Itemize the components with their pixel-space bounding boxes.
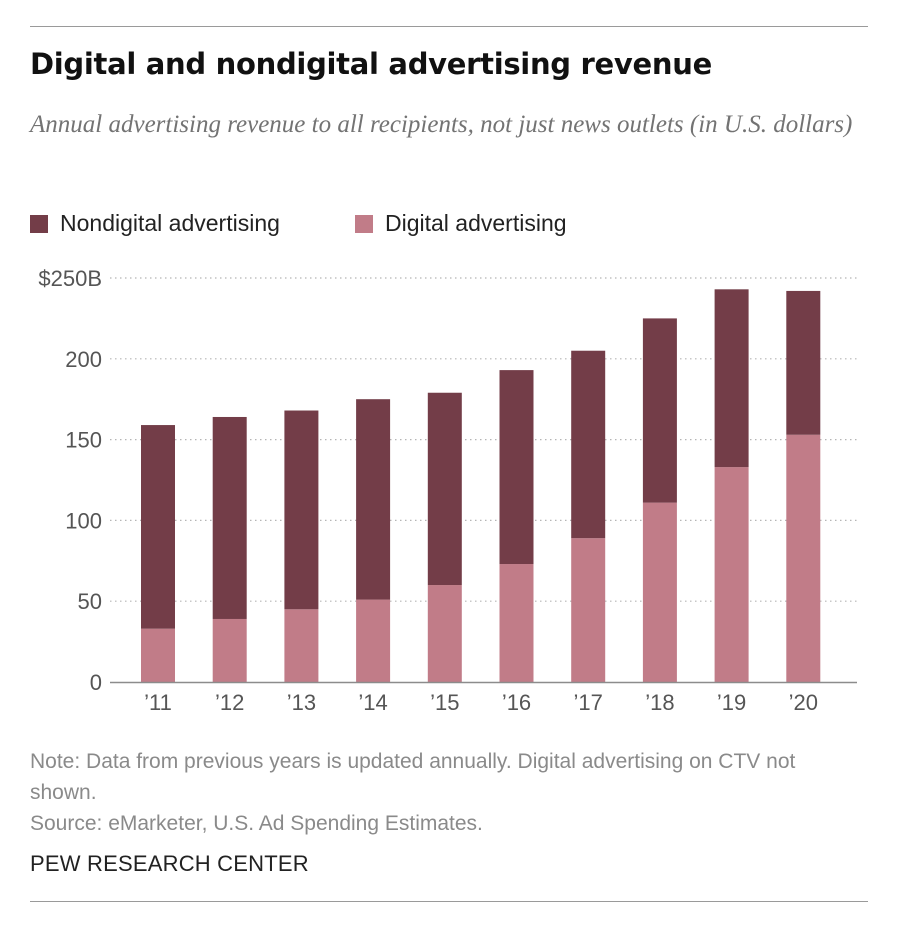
bar-nondigital [714, 289, 749, 468]
bar-digital [284, 609, 319, 682]
chart-subtitle: Annual advertising revenue to all recipi… [30, 111, 853, 138]
brand-label: PEW RESEARCH CENTER [30, 851, 309, 876]
bottom-rule [30, 901, 868, 902]
x-tick-label: ’14 [358, 690, 387, 715]
bar-digital [642, 502, 677, 682]
bar-digital [499, 564, 534, 682]
y-tick-label: 0 [90, 670, 102, 695]
top-rule [30, 26, 868, 27]
bar-nondigital [141, 425, 175, 629]
legend-label-nondigital: Nondigital advertising [60, 210, 280, 236]
x-tick-label: ’17 [574, 690, 603, 715]
bar-nondigital [786, 290, 821, 435]
x-tick-label: ’18 [645, 690, 674, 715]
y-tick-label: 100 [65, 508, 102, 533]
legend-item-nondigital: Nondigital advertising [30, 210, 280, 237]
y-tick-label: 150 [65, 428, 102, 453]
source-text: Source: eMarketer, U.S. Ad Spending Esti… [30, 812, 483, 835]
bar-digital [427, 585, 462, 682]
bar-nondigital [427, 392, 462, 586]
y-tick-label: $250B [38, 266, 102, 291]
x-tick-label: ’19 [717, 690, 746, 715]
x-tick-label: ’11 [144, 690, 172, 715]
bar-nondigital [571, 350, 606, 539]
legend-swatch-digital [355, 214, 373, 233]
bar-digital [714, 467, 749, 682]
x-tick-label: ’16 [502, 690, 531, 715]
bar-nondigital [642, 318, 677, 503]
bar-digital [571, 538, 606, 682]
y-tick-label: 50 [78, 589, 102, 614]
x-tick-label: ’15 [430, 690, 459, 715]
bar-digital [786, 434, 821, 682]
legend-swatch-nondigital [30, 214, 48, 233]
bar-nondigital [499, 370, 534, 565]
bar-nondigital [212, 416, 247, 619]
bar-digital [212, 618, 247, 682]
note-text: Note: Data from previous years is update… [30, 750, 796, 804]
bar-nondigital [284, 410, 319, 610]
chart-title: Digital and nondigital advertising reven… [30, 47, 712, 81]
stacked-bar-chart: 0 50 100 150 200 $250B ’11 ’12 ’13 ’14 ’15 ’16 ’17 ’1… [38, 266, 857, 715]
legend-item-digital: Digital advertising [355, 210, 567, 237]
bar-nondigital [356, 399, 391, 600]
x-tick-label: ’12 [215, 690, 244, 715]
axes: 0 50 100 150 200 $250B ’11 ’12 ’13 ’14 ’15 ’16 ’17 ’1… [38, 266, 857, 715]
x-tick-label: ’13 [287, 690, 316, 715]
x-tick-label: ’20 [789, 690, 818, 715]
legend-label-digital: Digital advertising [385, 210, 567, 236]
bar-digital [141, 628, 175, 682]
bar-digital [356, 599, 391, 682]
bars [141, 289, 821, 682]
footnotes: Note: Data from previous years is update… [30, 746, 860, 839]
y-tick-label: 200 [65, 347, 102, 372]
